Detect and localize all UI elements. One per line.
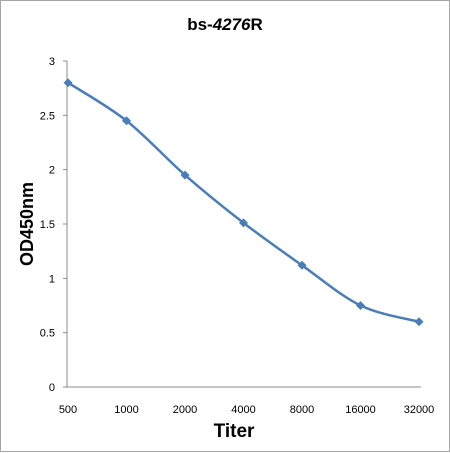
data-point-marker xyxy=(63,78,73,88)
y-tick-label: 1 xyxy=(49,273,55,285)
chart-title: bs-4276R xyxy=(187,15,263,34)
data-point-marker xyxy=(356,301,365,310)
x-tick-label: 2000 xyxy=(173,404,197,416)
x-axis-title: Titer xyxy=(214,421,255,442)
chart-title-part-1: bs- xyxy=(187,15,213,34)
x-tick-label: 1000 xyxy=(114,404,138,416)
x-tick-label: 16000 xyxy=(345,404,376,416)
y-tick-label: 0 xyxy=(49,382,55,394)
series-line xyxy=(66,81,421,324)
series-markers xyxy=(63,78,424,327)
y-axis-title: OD450nm xyxy=(17,182,37,266)
chart-title-part-2: 4276 xyxy=(212,15,251,34)
y-tick-label: 2.5 xyxy=(40,110,55,122)
y-tick-label: 3 xyxy=(49,56,55,68)
x-tick-label: 32000 xyxy=(404,404,435,416)
data-point-marker xyxy=(414,317,424,327)
y-tick-label: 0.5 xyxy=(40,328,55,340)
x-tick-label: 4000 xyxy=(231,404,255,416)
y-ticks: 0 0.5 1 1.5 2 2.5 3 xyxy=(40,56,67,394)
x-ticks: 500 1000 2000 4000 8000 16000 32000 xyxy=(59,404,434,416)
x-tick-label: 8000 xyxy=(290,404,314,416)
y-tick-label: 1.5 xyxy=(40,219,55,231)
data-point-marker xyxy=(239,218,248,228)
x-tick-label: 500 xyxy=(59,404,77,416)
chart-title-part-3: R xyxy=(251,15,263,34)
data-point-marker xyxy=(180,170,190,180)
data-point-marker xyxy=(297,260,307,270)
data-point-marker xyxy=(122,116,131,126)
y-tick-label: 2 xyxy=(49,165,55,177)
